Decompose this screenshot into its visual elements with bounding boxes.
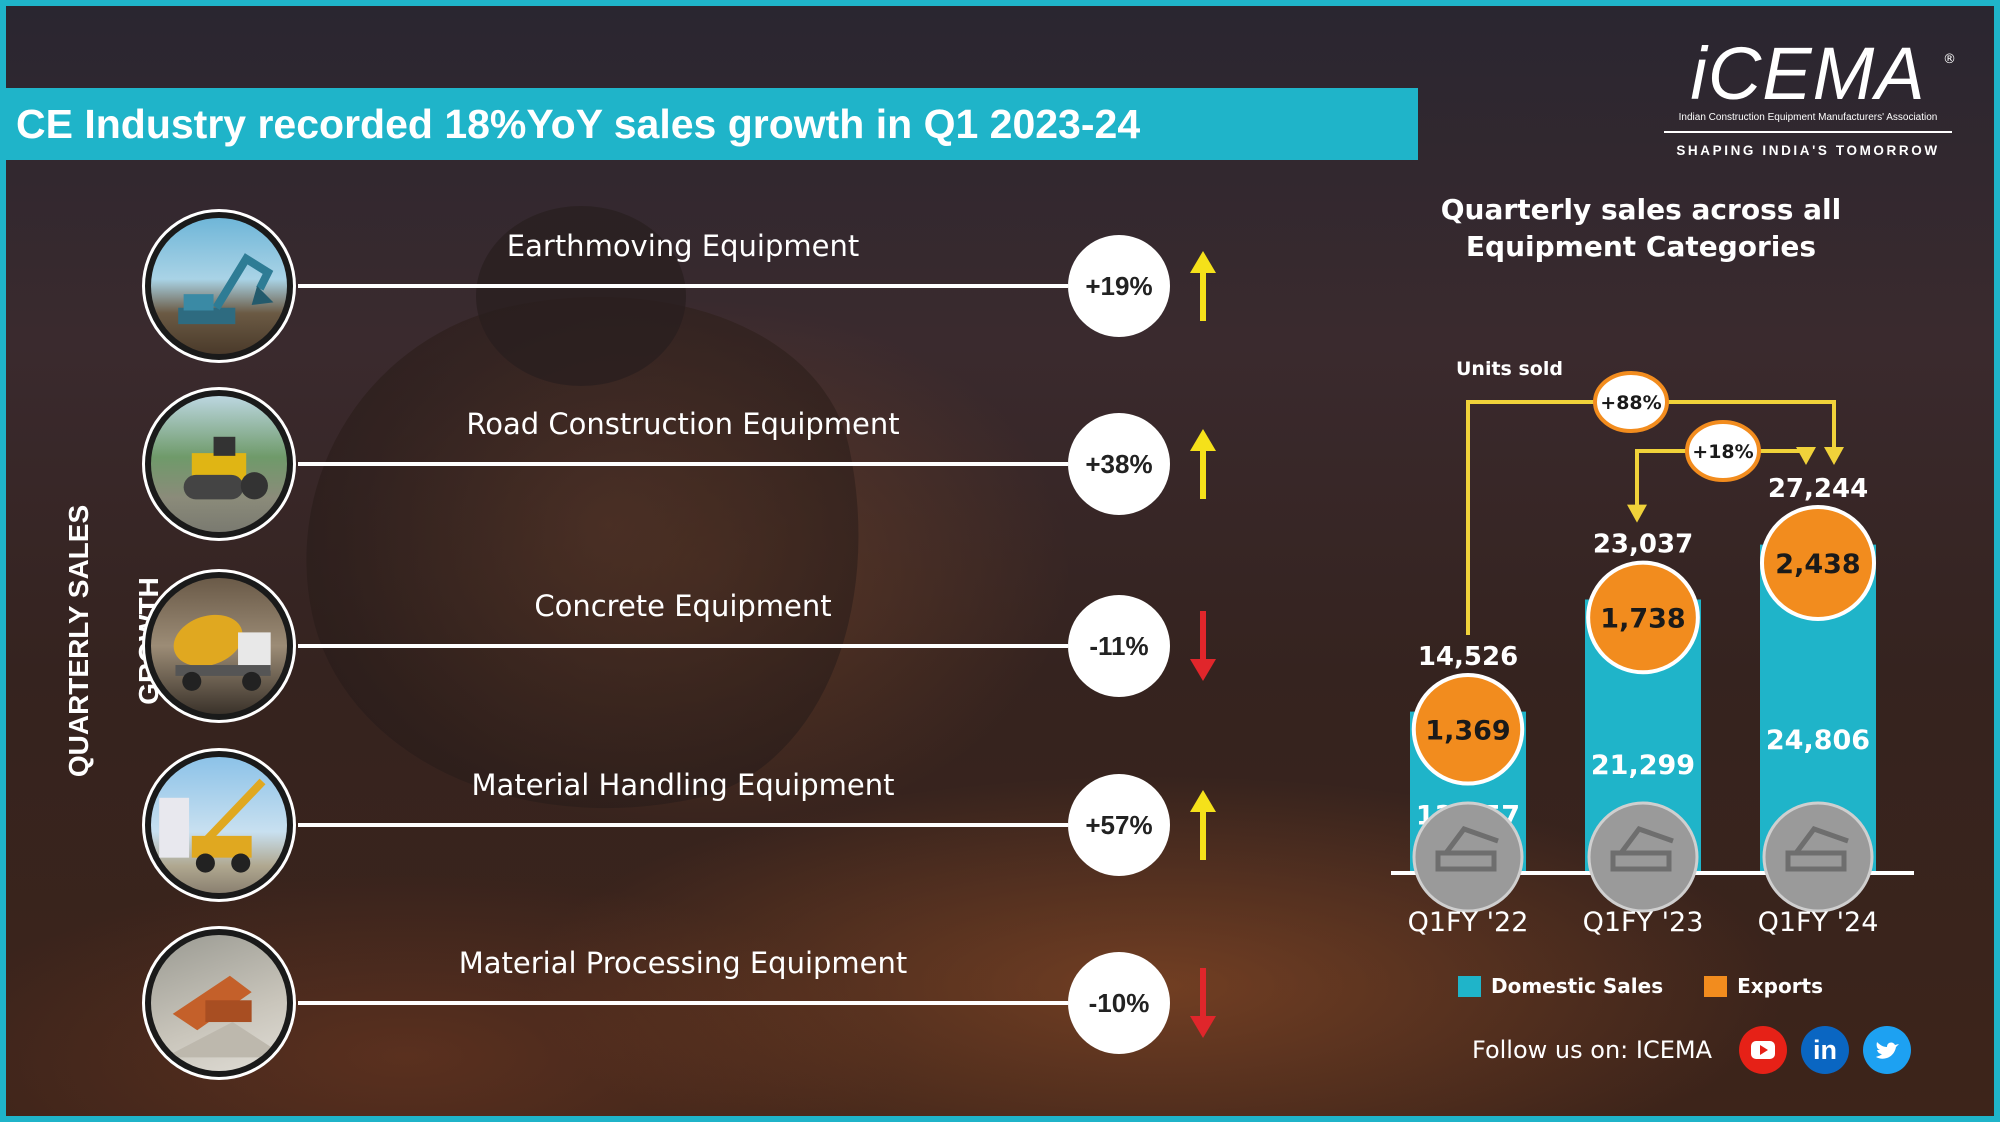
title-banner: CE Industry recorded 18%YoY sales growth… [6, 88, 1418, 160]
connector-line [298, 284, 1068, 288]
arrowhead-icon [1824, 447, 1844, 465]
growth-annotation-label: +18% [1692, 441, 1753, 463]
down-arrow-icon [1190, 968, 1216, 1038]
connector-line [298, 1001, 1068, 1005]
side-label: QUARTERLY SALES GROWTH [63, 504, 164, 778]
growth-badge: +19% [1068, 235, 1170, 337]
exports-bubble [1760, 505, 1876, 621]
up-arrow-icon [1190, 429, 1216, 499]
growth-badge-88 [1593, 371, 1669, 433]
legend-swatch [1458, 976, 1481, 997]
chart-title: Quarterly sales across all Equipment Cat… [1440, 193, 1842, 263]
legend-label: Exports [1737, 974, 1824, 998]
growth-badge: +38% [1068, 413, 1170, 515]
excavator-icon [1762, 801, 1874, 913]
dump-truck-icon-shape [1435, 826, 1499, 872]
up-arrow-icon [1190, 251, 1216, 321]
excavator-icon-shape [1785, 826, 1849, 872]
backhoe-loader-icon [1587, 801, 1699, 913]
arrowhead-icon [1796, 447, 1816, 465]
category-label: Concrete Equipment [534, 589, 832, 623]
registered-mark: ® [1943, 52, 1956, 67]
category-label: Material Processing Equipment [458, 946, 908, 980]
domestic-value-label: 24,806 [1766, 725, 1870, 756]
legend-item-domestic: Domestic Sales [1458, 974, 1663, 998]
total-value-label: 14,526 [1418, 642, 1518, 672]
linkedin-icon-text: in [1813, 1035, 1837, 1065]
growth-badge: -10% [1068, 952, 1170, 1054]
connector-line [298, 462, 1068, 466]
road-roller-photo-icon [151, 396, 287, 532]
crane-photo-icon [151, 757, 287, 893]
category-row: Concrete Equipment -11% [142, 569, 1242, 729]
growth-badge: +57% [1068, 774, 1170, 876]
twitter-icon[interactable] [1863, 1026, 1911, 1074]
domestic-value-label: 21,299 [1591, 750, 1695, 781]
exports-bubble [1411, 673, 1525, 786]
page-title: CE Industry recorded 18%YoY sales growth… [16, 101, 1141, 147]
growth-badge: -11% [1068, 595, 1170, 697]
legend-swatch [1704, 976, 1728, 997]
category-tick-label: Q1FY '23 [1583, 907, 1704, 938]
crusher-photo-icon [151, 935, 287, 1071]
category-photo [142, 569, 296, 723]
category-row: Earthmoving Equipment +19% [142, 209, 1242, 369]
unit-label: Units sold [1456, 358, 1563, 380]
growth-annotation-label: +88% [1600, 392, 1661, 414]
arrowhead-icon [1627, 504, 1647, 523]
category-tick-label: Q1FY '24 [1758, 907, 1879, 938]
follow-text: Follow us on: ICEMA [1472, 1036, 1712, 1064]
category-row: Road Construction Equipment +38% [142, 387, 1242, 547]
up-arrow-icon [1190, 790, 1216, 860]
connector-line [298, 823, 1068, 827]
concrete-mixer-photo-icon [151, 578, 287, 714]
total-value-label: 23,037 [1593, 530, 1693, 560]
logo-tagline: SHAPING INDIA'S TOMORROW [1676, 143, 1940, 158]
youtube-icon[interactable] [1739, 1026, 1787, 1074]
category-tick-label: Q1FY '22 [1408, 907, 1529, 938]
growth-badge-18 [1685, 420, 1761, 482]
category-photo [142, 748, 296, 902]
connector-line [298, 644, 1068, 648]
category-label: Earthmoving Equipment [506, 229, 860, 263]
exports-bubble [1586, 560, 1700, 675]
exports-value-label: 1,369 [1425, 715, 1510, 746]
exports-value-label: 2,438 [1775, 549, 1860, 580]
category-photo [142, 926, 296, 1080]
icema-logo: iCEMA ® Indian Construction Equipment Ma… [1658, 36, 1958, 166]
chart-legend: Domestic Sales Exports [1458, 974, 1857, 1004]
category-photo [142, 387, 296, 541]
backhoe-loader-icon-shape [1610, 826, 1674, 872]
exports-value-label: 1,738 [1600, 603, 1685, 634]
linkedin-icon[interactable]: in [1801, 1026, 1849, 1074]
total-value-label: 27,244 [1768, 474, 1868, 504]
dump-truck-icon [1412, 801, 1524, 913]
category-label: Road Construction Equipment [466, 407, 900, 441]
category-row: Material Processing Equipment -10% [142, 926, 1242, 1086]
background-bucket-shape [476, 206, 686, 386]
category-photo [142, 209, 296, 363]
logo-full-name: Indian Construction Equipment Manufactur… [1664, 112, 1952, 133]
excavator-photo-icon [151, 218, 287, 354]
category-row: Material Handling Equipment +57% [142, 748, 1242, 908]
category-label: Material Handling Equipment [471, 768, 895, 802]
down-arrow-icon [1190, 611, 1216, 681]
legend-item-exports: Exports [1704, 974, 1823, 998]
logo-wordmark: iCEMA [1690, 32, 1926, 115]
legend-label: Domestic Sales [1491, 974, 1664, 998]
